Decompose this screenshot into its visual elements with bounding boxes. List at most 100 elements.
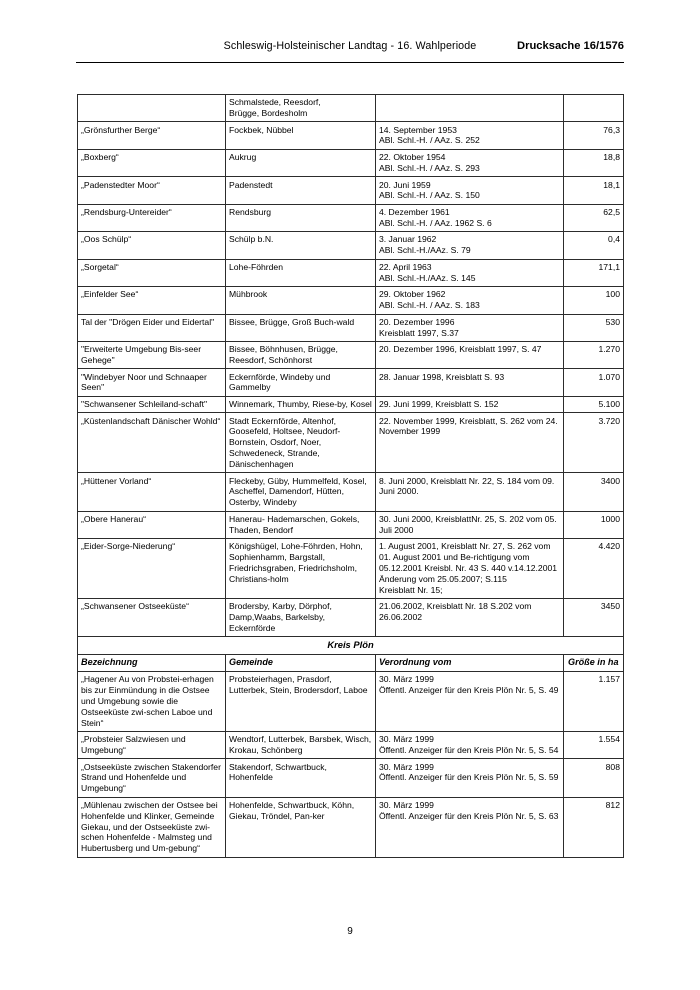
cell-groesse: 812 [563, 796, 624, 858]
cell-bezeichnung: „Oos Schülp“ [77, 231, 226, 260]
cell-bezeichnung: „Rendsburg-Untereider“ [77, 203, 226, 233]
cell-groesse: 4.420 [563, 538, 624, 599]
table-row: „Sorgetal“ Lohe-Föhrden 22. April 1963 ABl.… [77, 258, 624, 288]
cell-gemeinde: Schmalstede, Reesdorf, Brügge, Bordesholm [225, 93, 376, 123]
cell-verordnung: 30. März 1999 Öffentl. Anzeiger für den K… [375, 796, 564, 858]
cell-groesse: 530 [563, 313, 624, 342]
protected-areas-table-container: Schmalstede, Reesdorf, Brügge, Bordesholm… [77, 93, 624, 858]
table-row: „Ostseeküste zwischen Stakendorfer Stran… [77, 758, 624, 798]
cell-gemeinde: Brodersby, Karby, Dörphof, Damp,Waabs, B… [225, 597, 376, 638]
cell-bezeichnung: „Boxberg“ [77, 148, 226, 178]
cell-bezeichnung: „Einfelder See“ [77, 286, 226, 315]
cell-verordnung: 8. Juni 2000, Kreisblatt Nr. 22, S. 184 … [375, 472, 564, 512]
cell-bezeichnung: Tal der "Drögen Eider und Eidertal" [77, 313, 226, 342]
table-row: Schmalstede, Reesdorf, Brügge, Bordesholm [77, 93, 624, 123]
cell-bezeichnung: „Ostseeküste zwischen Stakendorfer Stran… [77, 758, 226, 798]
table-row: "Windebyer Noor und Schnaaper Seen" Ecker… [77, 368, 624, 397]
cell-verordnung: 22. November 1999, Kreisblatt, S. 262 vo… [375, 412, 564, 474]
cell-gemeinde: Lohe-Föhrden [225, 258, 376, 288]
table-row: „Küstenlandschaft Dänischer Wohld“ Stadt … [77, 412, 624, 474]
cell-verordnung: 30. März 1999 Öffentl. Anzeiger für den K… [375, 758, 564, 798]
cell-gemeinde: Bissee, Brügge, Groß Buch-wald [225, 313, 376, 342]
cell-verordnung: 3. Januar 1962 ABl. Schl.-H./AAz. S. 79 [375, 231, 564, 260]
running-header: Schleswig-Holsteinischer Landtag - 16. W… [76, 40, 624, 66]
column-header-gemeinde: Gemeinde [225, 653, 376, 673]
table-row: "Erweiterte Umgebung Bis-seer Gehege" Bis… [77, 340, 624, 370]
cell-gemeinde: Stakendorf, Schwartbuck, Hohenfelde [225, 758, 376, 798]
table-row: Tal der "Drögen Eider und Eidertal" Bisse… [77, 313, 624, 342]
cell-gemeinde: Hanerau- Hademarschen, Gokels, Thaden, B… [225, 510, 376, 540]
cell-gemeinde: Schülp b.N. [225, 231, 376, 260]
cell-bezeichnung: „Küstenlandschaft Dänischer Wohld“ [77, 412, 226, 474]
table-header-row: Bezeichnung Gemeinde Verordnung vom Größe i… [77, 653, 624, 673]
cell-bezeichnung: „Probsteier Salzwiesen und Umgebung“ [77, 731, 226, 760]
cell-groesse: 18,8 [563, 148, 624, 178]
cell-verordnung: 1. August 2001, Kreisblatt Nr. 27, S. 26… [375, 538, 564, 599]
cell-verordnung: 30. März 1999 Öffentl. Anzeiger für den K… [375, 671, 564, 733]
cell-groesse: 1.157 [563, 671, 624, 733]
column-header-bezeichnung: Bezeichnung [77, 653, 226, 673]
cell-verordnung: 29. Juni 1999, Kreisblatt S. 152 [375, 395, 564, 414]
cell-gemeinde: Mühbrook [225, 286, 376, 315]
table-section-row: Kreis Plön [77, 636, 624, 655]
cell-gemeinde: Fleckeby, Güby, Hummelfeld, Kosel, Asche… [225, 472, 376, 512]
cell-groesse [563, 93, 624, 123]
cell-groesse: 1.270 [563, 340, 624, 370]
header-document-number: Drucksache 16/1576 [517, 40, 624, 52]
section-title: Kreis Plön [77, 636, 624, 655]
cell-verordnung: 30. Juni 2000, KreisblattNr. 25, S. 202 … [375, 510, 564, 540]
cell-groesse: 1000 [563, 510, 624, 540]
cell-gemeinde: Königshügel, Lohe-Föhrden, Hohn, Sophien… [225, 538, 376, 599]
cell-bezeichnung: „Hüttener Vorland“ [77, 472, 226, 512]
cell-groesse: 18,1 [563, 176, 624, 205]
cell-gemeinde: Winnemark, Thumby, Riese-by, Kosel [225, 395, 376, 414]
column-header-groesse: Größe in ha [563, 653, 624, 673]
cell-verordnung: 4. Dezember 1961 ABl. Schl.-H. / AAz. 196… [375, 203, 564, 233]
table-row: „Grönsfurther Berge“ Fockbek, Nübbel 14. S… [77, 121, 624, 150]
cell-groesse: 62,5 [563, 203, 624, 233]
cell-bezeichnung: „Grönsfurther Berge“ [77, 121, 226, 150]
cell-bezeichnung: „Mühlenau zwischen der Ostsee bei Hohenf… [77, 796, 226, 858]
cell-groesse: 171,1 [563, 258, 624, 288]
cell-gemeinde: Fockbek, Nübbel [225, 121, 376, 150]
cell-gemeinde: Probsteierhagen, Prasdorf, Lutterbek, St… [225, 671, 376, 733]
table-row: „Eider-Sorge-Niederung“ Königshügel, Lohe… [77, 538, 624, 599]
cell-verordnung: 21.06.2002, Kreisblatt Nr. 18 S.202 vom … [375, 597, 564, 638]
cell-groesse: 76,3 [563, 121, 624, 150]
table-row: „Probsteier Salzwiesen und Umgebung“ Wend… [77, 731, 624, 760]
cell-gemeinde: Eckernförde, Windeby und Gammelby [225, 368, 376, 397]
cell-verordnung: 29. Oktober 1962 ABl. Schl.-H. / AAz. S. … [375, 286, 564, 315]
table-row: „Einfelder See“ Mühbrook 29. Oktober 1962 A… [77, 286, 624, 315]
cell-verordnung: 20. Juni 1959 ABl. Schl.-H. / AAz. S. 150 [375, 176, 564, 205]
table-row: „Boxberg“ Aukrug 22. Oktober 1954 ABl. Schl… [77, 148, 624, 178]
table-row: "Schwansener Schleiland-schaft" Winnemark… [77, 395, 624, 414]
cell-groesse: 3400 [563, 472, 624, 512]
cell-verordnung: 22. Oktober 1954 ABl. Schl.-H. / AAz. S. … [375, 148, 564, 178]
cell-gemeinde: Wendtorf, Lutterbek, Barsbek, Wisch, Kro… [225, 731, 376, 760]
cell-verordnung: 22. April 1963 ABl. Schl.-H./AAz. S. 145 [375, 258, 564, 288]
cell-gemeinde: Padenstedt [225, 176, 376, 205]
table-body: Schmalstede, Reesdorf, Brügge, Bordesholm… [77, 93, 624, 858]
cell-groesse: 1.070 [563, 368, 624, 397]
cell-groesse: 3450 [563, 597, 624, 638]
protected-areas-table: Schmalstede, Reesdorf, Brügge, Bordesholm… [77, 93, 624, 858]
cell-bezeichnung: „Padenstedter Moor“ [77, 176, 226, 205]
cell-bezeichnung: „Schwansener Ostseeküste“ [77, 597, 226, 638]
cell-verordnung: 28. Januar 1998, Kreisblatt S. 93 [375, 368, 564, 397]
cell-gemeinde: Rendsburg [225, 203, 376, 233]
table-row: „Hagener Au von Probstei-erhagen bis zur… [77, 671, 624, 733]
cell-verordnung: 20. Dezember 1996 Kreisblatt 1997, S.37 [375, 313, 564, 342]
cell-bezeichnung: „Obere Hanerau“ [77, 510, 226, 540]
page-number: 9 [347, 926, 353, 937]
cell-groesse: 0,4 [563, 231, 624, 260]
table-row: „Hüttener Vorland“ Fleckeby, Güby, Hummel… [77, 472, 624, 512]
cell-groesse: 1.554 [563, 731, 624, 760]
cell-bezeichnung: "Windebyer Noor und Schnaaper Seen" [77, 368, 226, 397]
table-row: „Schwansener Ostseeküste“ Brodersby, Karb… [77, 597, 624, 638]
cell-gemeinde: Aukrug [225, 148, 376, 178]
cell-verordnung: 14. September 1953 ABl. Schl.-H. / AAz. S… [375, 121, 564, 150]
cell-bezeichnung: "Erweiterte Umgebung Bis-seer Gehege" [77, 340, 226, 370]
cell-gemeinde: Bissee, Böhnhusen, Brügge, Reesdorf, Sch… [225, 340, 376, 370]
cell-groesse: 3.720 [563, 412, 624, 474]
